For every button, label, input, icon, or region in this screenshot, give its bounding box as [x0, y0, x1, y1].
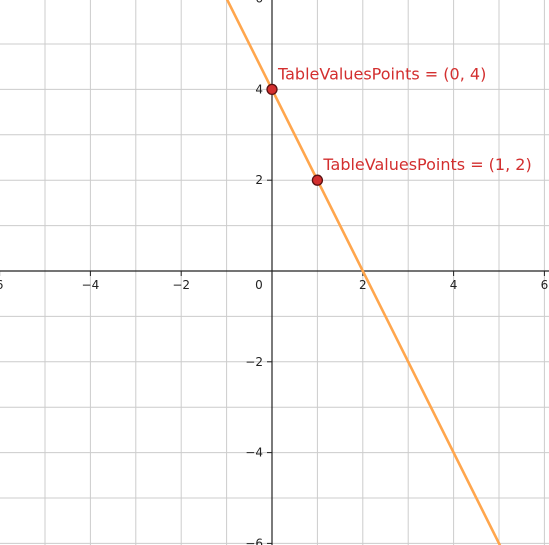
point-label: TableValuesPoints = (1, 2) [322, 155, 531, 174]
x-tick-label: 0 [255, 278, 263, 292]
y-tick-label: −2 [245, 355, 263, 369]
y-tick-label: −6 [245, 536, 263, 545]
y-tick-label: 4 [255, 82, 263, 96]
x-tick-label: 4 [450, 278, 458, 292]
data-point [266, 83, 278, 96]
y-tick-label: 2 [255, 173, 263, 187]
x-tick-label: 2 [359, 278, 367, 292]
function-line [225, 0, 502, 545]
x-tick-label: −2 [172, 278, 190, 292]
x-tick-label: −4 [82, 278, 100, 292]
x-tick-label: 6 [541, 278, 549, 292]
function-line-segment [225, 0, 502, 545]
data-points: TableValuesPoints = (0, 4) TableValuesPoi… [266, 64, 532, 186]
point-label: TableValuesPoints = (0, 4) [277, 64, 486, 83]
y-tick-label: 6 [255, 0, 263, 6]
x-tick-label: 6 [0, 278, 3, 292]
y-tick-label: −4 [245, 446, 263, 460]
data-point [311, 174, 324, 186]
